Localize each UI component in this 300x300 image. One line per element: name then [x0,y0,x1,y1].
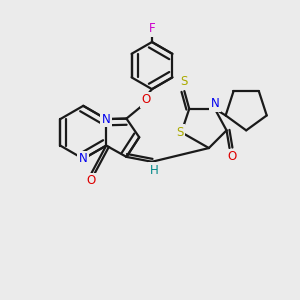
Text: S: S [181,75,188,88]
Text: O: O [228,150,237,164]
Text: F: F [149,22,155,35]
Text: H: H [150,164,158,177]
Text: O: O [141,93,151,106]
Text: N: N [79,152,88,165]
Text: N: N [210,98,219,110]
Text: S: S [176,126,183,139]
Text: N: N [102,112,111,126]
Text: O: O [87,174,96,188]
